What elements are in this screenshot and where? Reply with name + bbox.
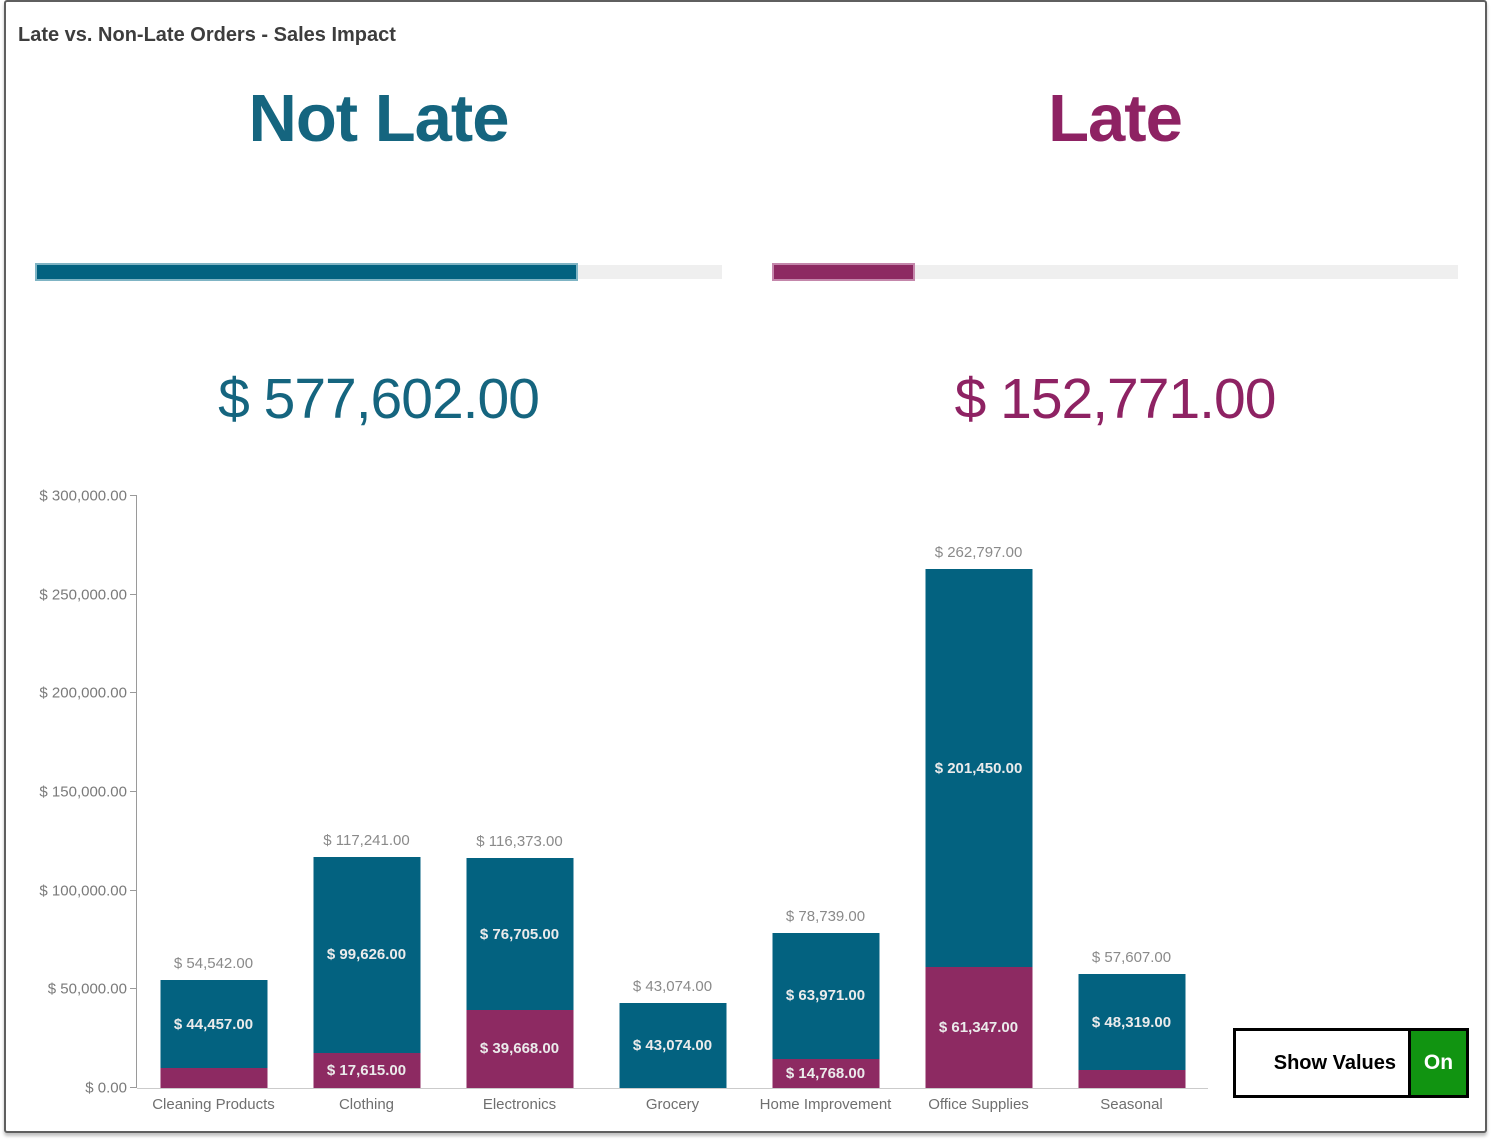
y-axis-tick-mark (130, 1087, 137, 1088)
bar-segment-not-late[interactable]: $ 76,705.00 (466, 858, 573, 1010)
bar-segment-value: $ 63,971.00 (785, 987, 866, 1005)
bar-total-label: $ 117,241.00 (323, 831, 410, 849)
bar-segment-not-late[interactable]: $ 43,074.00 (619, 1003, 726, 1088)
kpi-not-late: Not Late $ 577,602.00 (35, 2, 722, 472)
plot-area: $ 44,457.00 $ 54,542.00 Cleaning Products $… (137, 496, 1208, 1113)
show-values-toggle-on[interactable]: On (1408, 1031, 1466, 1095)
bar-segment-late[interactable]: $ 17,615.00 (313, 1053, 420, 1088)
kpi-not-late-title: Not Late (248, 81, 510, 156)
bar-slot: $ 17,615.00 $ 99,626.00 $ 117,241.00 Clothi… (290, 496, 443, 1113)
page-title: Late vs. Non-Late Orders - Sales Impact (18, 24, 396, 46)
y-axis-tick-label: $ 300,000.00 (39, 487, 127, 505)
bar-total-label: $ 262,797.00 (934, 544, 1023, 562)
x-axis-baseline (137, 1088, 1208, 1089)
bar-slot: $ 43,074.00 $ 43,074.00 Grocery (596, 496, 749, 1113)
y-axis-tick-label: $ 0.00 (85, 1079, 127, 1097)
y-axis-tick-label: $ 200,000.00 (39, 684, 127, 702)
x-axis-category-label: Cleaning Products (152, 1096, 275, 1113)
bar-total-label: $ 54,542.00 (173, 955, 254, 973)
bar-segment-value: $ 44,457.00 (173, 1015, 254, 1033)
x-axis-category-label: Home Improvement (759, 1096, 892, 1113)
bar-total-label: $ 116,373.00 (476, 833, 563, 851)
y-axis-line (136, 496, 137, 1088)
stacked-bar-chart: $ 0.00 $ 50,000.00 $ 100,000.00 $ 150,000.0… (6, 489, 1485, 1136)
bar-segment-value: $ 48,319.00 (1091, 1013, 1172, 1031)
bar-total-label: $ 57,607.00 (1091, 949, 1172, 967)
bar-slot: $ 39,668.00 $ 76,705.00 $ 116,373.00 Electr… (443, 496, 596, 1113)
x-axis-category-label: Clothing (338, 1096, 395, 1113)
y-axis-tick-mark (130, 692, 137, 694)
bar-segment-late[interactable] (1078, 1069, 1185, 1088)
kpi-late-gauge (772, 263, 1458, 281)
y-axis-tick-mark (130, 889, 137, 891)
bar-segment-not-late[interactable]: $ 48,319.00 (1078, 974, 1185, 1070)
y-axis-tick-mark (130, 593, 137, 595)
gauge-track (772, 265, 1458, 279)
bar-segment-value: $ 61,347.00 (938, 1018, 1019, 1036)
bar-slot: $ 44,457.00 $ 54,542.00 Cleaning Products (137, 496, 290, 1113)
kpi-not-late-gauge (35, 263, 722, 281)
bar-segment-value: $ 43,074.00 (632, 1037, 713, 1054)
y-axis-tick-label: $ 50,000.00 (47, 980, 127, 998)
y-axis-tick-label: $ 150,000.00 (39, 783, 127, 801)
y-axis-tick-mark (130, 988, 137, 990)
bar-total-label: $ 43,074.00 (632, 978, 713, 996)
stacked-bar: $ 14,768.00 $ 63,971.00 (772, 496, 879, 1088)
y-axis-tick-mark (130, 495, 137, 496)
bar-segment-value: $ 17,615.00 (326, 1062, 407, 1080)
x-axis-category-label: Grocery (645, 1096, 700, 1113)
kpi-late-value: $ 152,771.00 (954, 367, 1277, 431)
bar-segment-late[interactable] (160, 1068, 267, 1088)
bar-segment-late[interactable]: $ 61,347.00 (925, 966, 1032, 1088)
kpi-late: Late $ 152,771.00 (772, 2, 1458, 472)
bar-segment-not-late[interactable]: $ 99,626.00 (313, 856, 420, 1054)
y-axis-tick-label: $ 250,000.00 (39, 586, 127, 604)
bar-total-label: $ 78,739.00 (785, 907, 866, 925)
stacked-bar: $ 44,457.00 (160, 496, 267, 1088)
bar-segment-late[interactable]: $ 14,768.00 (772, 1058, 879, 1088)
not-late-gauge-fill (35, 263, 579, 281)
bar-slot: $ 48,319.00 $ 57,607.00 Seasonal (1055, 496, 1208, 1113)
bar-segment-not-late[interactable]: $ 63,971.00 (772, 932, 879, 1059)
y-axis-tick-mark (130, 791, 137, 792)
stacked-bar: $ 61,347.00 $ 201,450.00 (925, 496, 1032, 1088)
bar-segment-late[interactable]: $ 39,668.00 (466, 1009, 573, 1088)
bar-slot: $ 61,347.00 $ 201,450.00 $ 262,797.00 Offic… (902, 496, 1055, 1113)
stacked-bar: $ 43,074.00 (619, 496, 726, 1088)
x-axis-category-label: Seasonal (1100, 1096, 1163, 1113)
stacked-bar: $ 17,615.00 $ 99,626.00 (313, 496, 420, 1088)
bar-segment-value: $ 14,768.00 (785, 1064, 866, 1082)
kpi-not-late-value: $ 577,602.00 (218, 367, 540, 431)
bar-segment-not-late[interactable]: $ 201,450.00 (925, 569, 1032, 967)
show-values-button[interactable]: Show Values On (1233, 1028, 1469, 1098)
y-axis: $ 0.00 $ 50,000.00 $ 100,000.00 $ 150,000.0… (6, 489, 137, 1096)
kpi-late-title: Late (1048, 81, 1183, 156)
show-values-label: Show Values (1273, 1051, 1396, 1074)
bar-segment-value: $ 99,626.00 (326, 946, 407, 964)
bar-segment-value: $ 39,668.00 (479, 1040, 560, 1058)
y-axis-tick-label: $ 100,000.00 (39, 882, 127, 900)
bar-segment-value: $ 201,450.00 (934, 759, 1023, 777)
bar-segment-not-late[interactable]: $ 44,457.00 (160, 980, 267, 1069)
x-axis-category-label: Electronics (482, 1096, 557, 1113)
stacked-bar: $ 39,668.00 $ 76,705.00 (466, 496, 573, 1088)
dashboard-window: Late vs. Non-Late Orders - Sales Impact … (4, 0, 1487, 1133)
late-gauge-fill (772, 263, 916, 281)
bar-segment-value: $ 76,705.00 (479, 925, 560, 943)
stacked-bar: $ 48,319.00 (1078, 496, 1185, 1088)
x-axis-category-label: Office Supplies (928, 1096, 1029, 1113)
bar-slot: $ 14,768.00 $ 63,971.00 $ 78,739.00 Home Im… (749, 496, 902, 1113)
